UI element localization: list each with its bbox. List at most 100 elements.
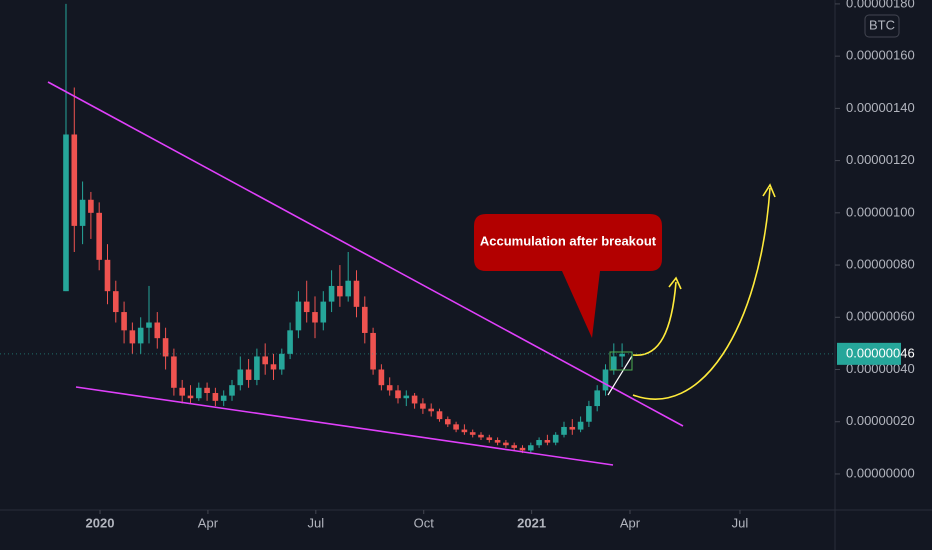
- y-tick-label: 0.00000160: [846, 48, 915, 63]
- candle-body: [254, 356, 260, 380]
- candle-body: [154, 322, 161, 339]
- candle-body: [195, 387, 202, 399]
- candle-body: [121, 312, 127, 331]
- x-tick-label: Oct: [414, 515, 435, 530]
- lower-trendline: [75, 386, 614, 466]
- projection-arrow-1: [632, 281, 677, 356]
- y-tick-label: 0.00000060: [846, 309, 915, 324]
- candle-body: [619, 353, 625, 357]
- candle-body: [320, 301, 327, 323]
- breakout-line: [607, 355, 633, 396]
- candle-body: [544, 440, 551, 443]
- candle-body: [370, 332, 376, 370]
- candle-body: [610, 356, 617, 370]
- accumulation-box: [609, 351, 633, 371]
- candle-body: [337, 285, 343, 297]
- candle-body: [420, 403, 426, 409]
- candle-body: [444, 419, 451, 425]
- last-price-box: [837, 342, 901, 365]
- y-tick-label: 0.00000000: [846, 465, 915, 480]
- candle-body: [586, 406, 592, 422]
- candle-body: [395, 390, 401, 399]
- y-tick-label: 0.00000140: [846, 100, 915, 115]
- candle-body: [494, 440, 501, 443]
- candle-body: [187, 395, 194, 399]
- candle-body: [79, 199, 86, 226]
- candles: [63, 3, 625, 454]
- candle-body: [519, 447, 526, 451]
- candle-body: [428, 408, 434, 412]
- candle-body: [270, 364, 277, 370]
- candle-body: [569, 426, 576, 430]
- callout-text: Accumulation after breakout: [480, 233, 657, 248]
- candle-body: [171, 356, 177, 388]
- candle-body: [112, 291, 119, 313]
- candle-body: [561, 426, 567, 435]
- y-tick-label: 0.00000080: [846, 256, 915, 271]
- candle-body: [204, 387, 210, 394]
- candle-body: [71, 134, 78, 226]
- projection-arrow-2: [632, 187, 771, 400]
- x-tick-label: Apr: [198, 515, 219, 530]
- candle-body: [461, 429, 468, 433]
- candle-body: [552, 434, 559, 443]
- currency-box: [864, 14, 900, 38]
- y-tick-label: 0.00000020: [846, 413, 915, 428]
- candle-body: [503, 442, 509, 446]
- upper-trendline: [47, 81, 684, 427]
- candle-body: [594, 390, 600, 407]
- x-tick-label: Jul: [308, 515, 325, 530]
- candle-body: [146, 322, 152, 328]
- candle-body: [478, 434, 484, 438]
- candle-body: [453, 424, 459, 430]
- candle-body: [511, 445, 517, 448]
- candle-body: [229, 385, 235, 396]
- arrow-head-1: [668, 276, 682, 290]
- candle-body: [278, 353, 285, 370]
- y-tick-label: 0.00000180: [846, 0, 915, 10]
- candle-body: [237, 369, 244, 386]
- candle-body: [602, 369, 609, 391]
- candle-body: [137, 327, 144, 344]
- last-price-label: 0.00000046: [846, 345, 915, 360]
- candle-body: [162, 338, 169, 357]
- candle-body: [303, 301, 310, 313]
- candle-body: [262, 356, 268, 365]
- candle-body: [527, 445, 534, 451]
- y-tick-label: 0.00000120: [846, 152, 915, 167]
- candle-body: [88, 199, 94, 213]
- x-tick-label: Jul: [732, 515, 749, 530]
- candle-body: [577, 421, 584, 430]
- candle-body: [179, 387, 185, 396]
- x-tick-label: 2021: [517, 515, 546, 530]
- candle-body: [129, 330, 136, 344]
- candle-body: [536, 440, 542, 446]
- candle-body: [403, 395, 410, 399]
- candle-body: [361, 306, 368, 333]
- candle-body: [436, 411, 443, 420]
- candle-body: [312, 312, 318, 323]
- candle-body: [486, 437, 493, 441]
- callout: [474, 214, 662, 338]
- candle-body: [245, 369, 252, 380]
- candle-body: [469, 432, 476, 435]
- arrow-head-2: [762, 183, 776, 198]
- candle-body: [378, 369, 385, 386]
- candle-body: [96, 212, 102, 260]
- candle-body: [328, 285, 335, 302]
- x-tick-label: Apr: [620, 515, 641, 530]
- candle-body: [386, 385, 393, 391]
- candle-body: [220, 395, 227, 401]
- candle-body: [353, 280, 360, 307]
- candle-body: [63, 134, 69, 292]
- candle-body: [295, 301, 302, 331]
- candle-body: [287, 330, 293, 354]
- y-tick-label: 0.00000100: [846, 204, 915, 219]
- x-tick-label: 2020: [86, 515, 115, 530]
- candle-body: [345, 280, 351, 297]
- candle-body: [212, 393, 219, 401]
- candle-body: [411, 395, 418, 404]
- currency-label: BTC: [869, 17, 895, 32]
